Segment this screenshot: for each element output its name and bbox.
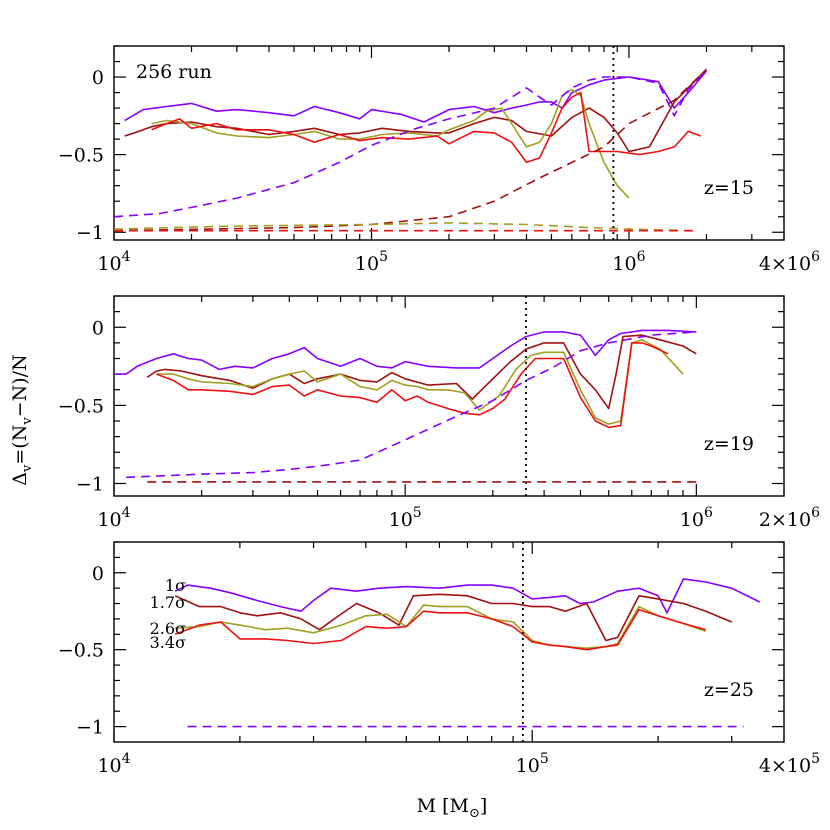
x-axis-title: M [M⊙] xyxy=(417,795,488,821)
series-purple-dashed xyxy=(126,331,697,479)
series-purple-solid xyxy=(114,329,697,375)
series-brown-solid xyxy=(146,334,697,410)
run-label: 256 run xyxy=(136,61,212,83)
y-tick-label: 0 xyxy=(92,317,104,339)
x-tick-label: 104 xyxy=(97,751,130,777)
sigma-label: 3.4σ xyxy=(150,633,186,652)
redshift-label: z=19 xyxy=(704,433,754,455)
y-tick-label: −1 xyxy=(76,717,104,739)
x-tick-label: 105 xyxy=(355,249,388,275)
panel-z15: 0 −0.5 −1 104 105 106 4×106 256 run z=15 xyxy=(58,45,820,275)
series-olive-dashed xyxy=(114,222,695,232)
plot-frame xyxy=(113,541,785,743)
x-tick-label: 106 xyxy=(680,505,713,531)
series-brown-dashed xyxy=(114,68,708,232)
series-brown-solid xyxy=(174,593,733,642)
x-tick-label: 105 xyxy=(516,751,549,777)
series-group xyxy=(174,578,761,728)
panels: 0 −0.5 −1 104 105 106 4×106 256 run z=15 0 −0.5 −1 1… xyxy=(58,45,820,777)
redshift-label: z=15 xyxy=(704,177,754,199)
y-tick-label: 0 xyxy=(92,67,104,89)
series-red-solid xyxy=(151,91,702,164)
x-tick-label: 104 xyxy=(97,249,130,275)
series-red-solid xyxy=(156,342,669,429)
panel-z25: 0 −0.5 −1 104 105 4×105 z=25 1σ1.7σ 2.6σ3.4σ xyxy=(58,541,820,777)
y-tick-label: −1 xyxy=(76,222,104,244)
y-tick-label: −0.5 xyxy=(58,395,104,417)
series-group xyxy=(114,68,708,232)
y-tick-label: −0.5 xyxy=(58,145,104,167)
sigma-label: 2.6σ xyxy=(150,619,186,638)
series-group xyxy=(114,329,697,483)
series-purple-dashed xyxy=(114,70,708,218)
sigma-label: 1σ xyxy=(165,576,186,595)
x-tick-label: 4×106 xyxy=(759,249,820,275)
series-olive-solid xyxy=(151,88,630,199)
series-purple-solid xyxy=(124,70,708,123)
sigma-label: 1.7σ xyxy=(150,593,186,612)
y-tick-label: −1 xyxy=(76,474,104,496)
plot-frame xyxy=(113,295,785,497)
x-tick-label: 105 xyxy=(389,505,422,531)
y-axis-title: Δv=(Nv−N)/N xyxy=(9,354,35,485)
series-olive-solid xyxy=(175,604,707,649)
redshift-label: z=25 xyxy=(704,679,754,701)
y-tick-label: 0 xyxy=(92,563,104,585)
series-purple-solid xyxy=(174,578,761,614)
series-olive-solid xyxy=(156,339,684,425)
x-tick-label: 4×105 xyxy=(759,751,820,777)
series-red-solid xyxy=(174,608,707,651)
panel-z19: 0 −0.5 −1 104 105 106 2×106 z=19 xyxy=(58,295,820,531)
x-tick-label: 2×106 xyxy=(759,505,820,531)
x-tick-label: 106 xyxy=(612,249,645,275)
y-tick-label: −0.5 xyxy=(58,640,104,662)
x-tick-label: 104 xyxy=(97,505,130,531)
